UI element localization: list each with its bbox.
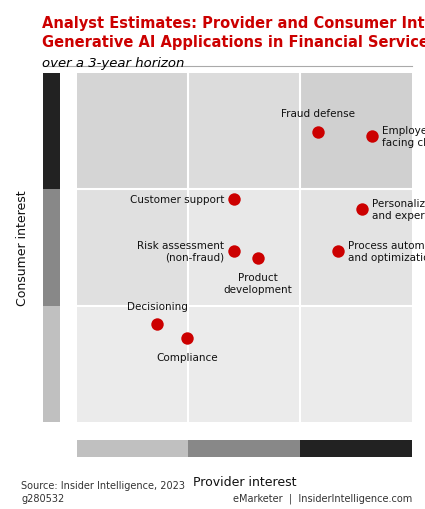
- Bar: [188, 440, 300, 457]
- Bar: [43, 74, 60, 190]
- Point: [315, 129, 322, 137]
- Text: g280532: g280532: [21, 493, 65, 503]
- Point: [184, 335, 191, 343]
- Bar: [76, 306, 188, 422]
- Bar: [188, 190, 300, 306]
- Point: [368, 132, 375, 140]
- Text: Med: Med: [230, 442, 258, 455]
- Text: Customer support: Customer support: [130, 194, 224, 204]
- Text: Risk assessment
(non-fraud): Risk assessment (non-fraud): [137, 241, 224, 263]
- Text: Product
development: Product development: [224, 272, 292, 294]
- Bar: [188, 74, 300, 190]
- Bar: [300, 440, 412, 457]
- Text: Decisioning: Decisioning: [127, 301, 187, 311]
- Text: High: High: [341, 442, 371, 455]
- Point: [335, 247, 342, 256]
- Text: Personalized marketing
and experiences: Personalized marketing and experiences: [372, 199, 425, 220]
- Bar: [300, 190, 412, 306]
- Point: [358, 206, 365, 214]
- Bar: [300, 74, 412, 190]
- Point: [231, 195, 238, 204]
- Text: Consumer interest: Consumer interest: [16, 190, 29, 306]
- Text: Low: Low: [45, 351, 58, 378]
- Bar: [300, 306, 412, 422]
- Text: Analyst Estimates: Provider and Consumer Interest in
Generative AI Applications : Analyst Estimates: Provider and Consumer…: [42, 16, 425, 50]
- Text: High: High: [45, 117, 58, 147]
- Text: Provider interest: Provider interest: [193, 475, 296, 488]
- Bar: [188, 306, 300, 422]
- Text: over a 3-year horizon: over a 3-year horizon: [42, 57, 185, 70]
- Bar: [43, 306, 60, 422]
- Text: Low: Low: [119, 442, 146, 455]
- Text: Med: Med: [45, 234, 58, 262]
- Text: Employee-
facing chat: Employee- facing chat: [382, 126, 425, 147]
- Point: [154, 321, 161, 329]
- Text: Fraud defense: Fraud defense: [281, 109, 355, 119]
- Text: Source: Insider Intelligence, 2023: Source: Insider Intelligence, 2023: [21, 479, 185, 490]
- Text: eMarketer  |  InsiderIntelligence.com: eMarketer | InsiderIntelligence.com: [233, 492, 412, 503]
- Bar: [43, 190, 60, 306]
- Text: Compliance: Compliance: [156, 353, 218, 363]
- Bar: [76, 440, 188, 457]
- Point: [255, 254, 261, 263]
- Point: [231, 247, 238, 256]
- Bar: [76, 74, 188, 190]
- Bar: [76, 190, 188, 306]
- Text: Process automation
and optimization: Process automation and optimization: [348, 241, 425, 263]
